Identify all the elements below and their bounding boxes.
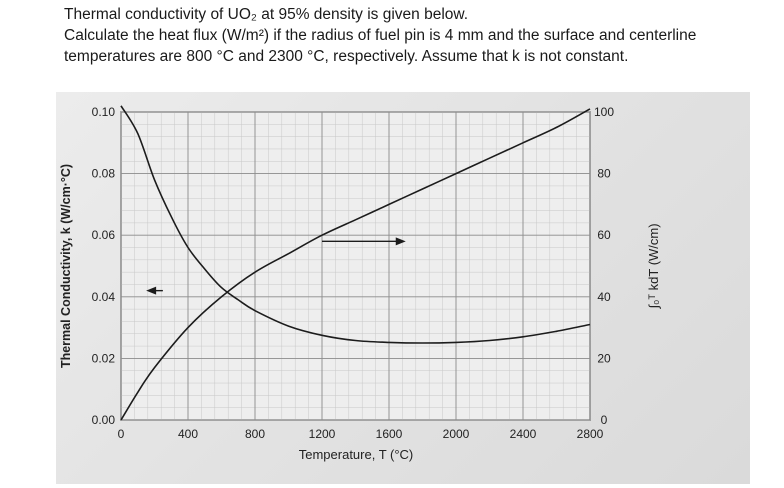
x-tick-label: 2000: [443, 427, 470, 441]
integral-curve: [120, 108, 591, 421]
tick-labels: 0 400 800 1200 1600 2000 2400 28000.000.020.040…: [92, 105, 615, 441]
y-axis-label-right: ∫₀ᵀ kdT (W/cm): [646, 223, 661, 309]
x-tick-label: 0: [118, 427, 125, 441]
axis-arrow-head: [146, 286, 157, 295]
x-tick-label: 1600: [376, 427, 403, 441]
grid-lines: [120, 111, 591, 421]
plot-area: [120, 111, 591, 421]
y-tick-label-left: 0.02: [92, 351, 116, 365]
x-axis-label: Temperature, T (°C): [299, 447, 414, 462]
y-tick-label-left: 0.10: [92, 105, 116, 119]
x-tick-label: 2800: [577, 427, 604, 441]
y-tick-label-left: 0.00: [92, 413, 116, 427]
question-line-2: Calculate the heat flux (W/m²) if the ra…: [64, 27, 697, 44]
y-tick-label-right: 60: [597, 228, 611, 242]
y-tick-label-right: 0: [601, 413, 608, 427]
x-tick-label: 800: [245, 427, 265, 441]
x-tick-label: 1200: [309, 427, 336, 441]
conductivity-curve: [120, 105, 591, 344]
axis-arrow-head: [395, 237, 406, 246]
data-curves: [120, 105, 591, 421]
question-line-1: Thermal conductivity of UO₂ at 95% densi…: [64, 6, 469, 23]
y-tick-label-right: 80: [597, 167, 611, 181]
x-tick-label: 400: [178, 427, 198, 441]
y-tick-label-right: 40: [597, 290, 611, 304]
y-tick-label-left: 0.06: [92, 228, 116, 242]
y-tick-label-left: 0.08: [92, 167, 116, 181]
x-tick-label: 2400: [510, 427, 537, 441]
y-axis-label: Thermal Conductivity, k (W/cm·°C): [59, 164, 73, 368]
y-tick-label-right: 100: [594, 105, 614, 119]
question-text: Thermal conductivity of UO₂ at 95% densi…: [64, 4, 774, 67]
question-line-3: temperatures are 800 °C and 2300 °C, res…: [64, 48, 629, 65]
y-tick-label-left: 0.04: [92, 290, 116, 304]
y-tick-label-right: 20: [597, 351, 611, 365]
